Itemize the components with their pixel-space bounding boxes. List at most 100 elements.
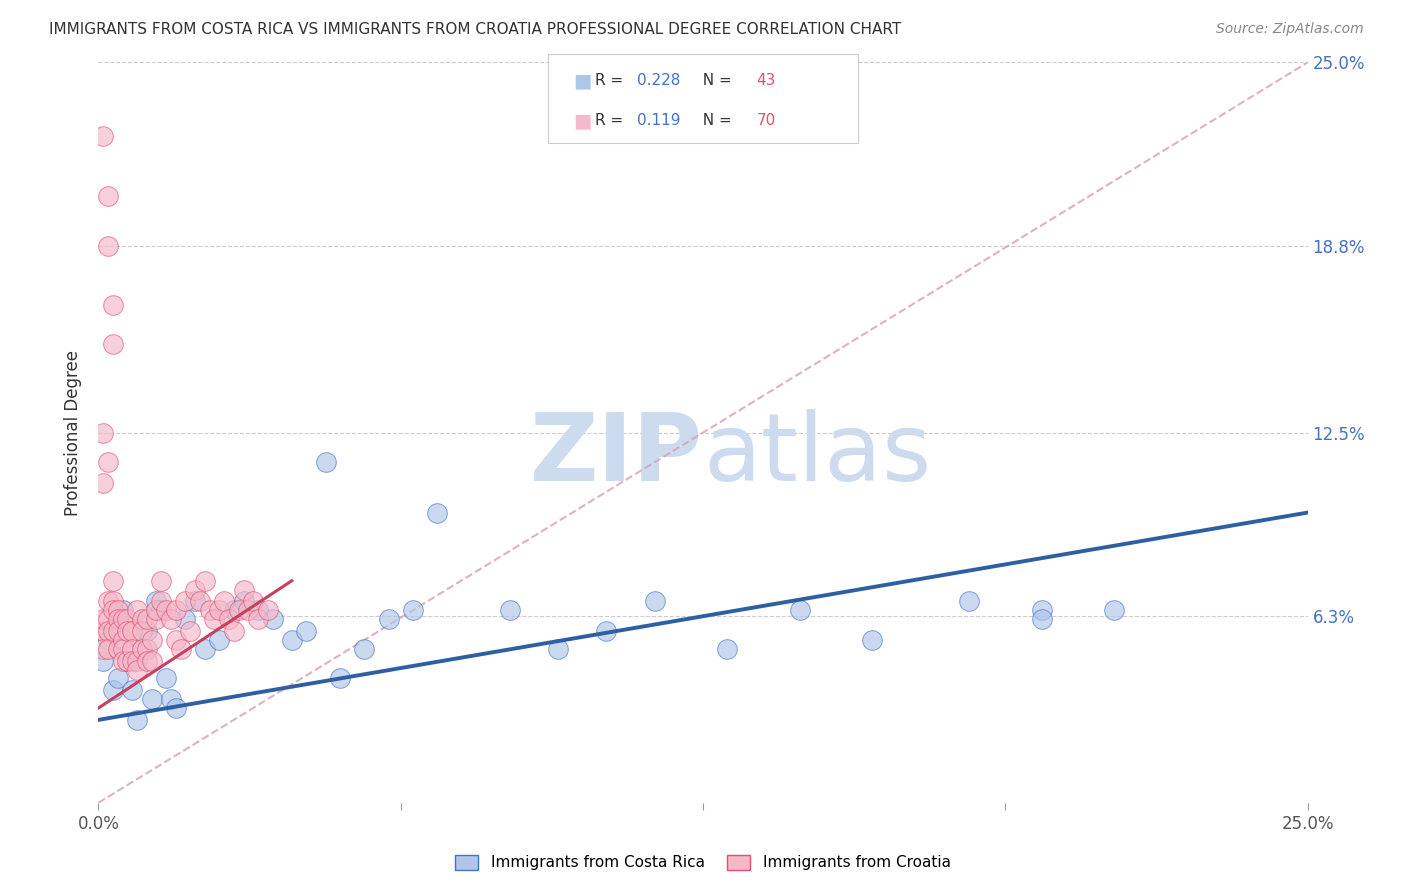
- Point: [97, 624, 120, 638]
- Point: [329, 672, 352, 686]
- Point: [145, 612, 167, 626]
- Text: N =: N =: [693, 113, 737, 128]
- Point: [97, 239, 120, 253]
- Point: [426, 506, 449, 520]
- Point: [131, 612, 153, 626]
- Point: [222, 603, 245, 617]
- Point: [165, 701, 187, 715]
- Text: 0.228: 0.228: [637, 73, 681, 88]
- Point: [111, 632, 134, 647]
- Text: Source: ZipAtlas.com: Source: ZipAtlas.com: [1216, 22, 1364, 37]
- Point: [117, 624, 139, 638]
- Point: [165, 603, 187, 617]
- Point: [91, 612, 114, 626]
- Text: R =: R =: [595, 73, 628, 88]
- Point: [860, 632, 883, 647]
- Point: [232, 582, 254, 597]
- Text: IMMIGRANTS FROM COSTA RICA VS IMMIGRANTS FROM CROATIA PROFESSIONAL DEGREE CORREL: IMMIGRANTS FROM COSTA RICA VS IMMIGRANTS…: [49, 22, 901, 37]
- Point: [141, 692, 163, 706]
- Point: [127, 663, 149, 677]
- Point: [121, 624, 143, 638]
- Point: [184, 582, 207, 597]
- Point: [97, 641, 120, 656]
- Point: [198, 603, 221, 617]
- Point: [135, 612, 157, 626]
- Point: [160, 692, 183, 706]
- Text: 0.119: 0.119: [637, 113, 681, 128]
- Point: [247, 612, 270, 626]
- Point: [208, 632, 231, 647]
- Point: [212, 594, 235, 608]
- Point: [91, 654, 114, 668]
- Point: [111, 603, 134, 617]
- Point: [127, 713, 149, 727]
- Point: [547, 641, 569, 656]
- Text: ■: ■: [574, 112, 592, 130]
- Point: [174, 612, 197, 626]
- Point: [169, 641, 191, 656]
- Point: [957, 594, 980, 608]
- Point: [256, 603, 278, 617]
- Point: [262, 612, 284, 626]
- Point: [97, 188, 120, 202]
- Point: [1031, 612, 1053, 626]
- Point: [242, 594, 264, 608]
- Legend: Immigrants from Costa Rica, Immigrants from Croatia: Immigrants from Costa Rica, Immigrants f…: [450, 848, 956, 877]
- Point: [117, 654, 139, 668]
- Point: [141, 632, 163, 647]
- Point: [131, 624, 153, 638]
- Point: [111, 654, 134, 668]
- Point: [402, 603, 425, 617]
- Point: [97, 594, 120, 608]
- Point: [131, 641, 153, 656]
- Point: [107, 672, 129, 686]
- Point: [145, 603, 167, 617]
- Point: [228, 603, 250, 617]
- Point: [97, 455, 120, 469]
- Point: [218, 612, 240, 626]
- Point: [1102, 603, 1125, 617]
- Point: [498, 603, 520, 617]
- Text: 43: 43: [756, 73, 776, 88]
- Point: [188, 594, 211, 608]
- Point: [150, 603, 173, 617]
- Point: [101, 574, 124, 588]
- Point: [101, 298, 124, 312]
- Point: [91, 425, 114, 440]
- Point: [204, 612, 226, 626]
- Point: [165, 632, 187, 647]
- Point: [247, 603, 270, 617]
- Point: [315, 455, 337, 469]
- Point: [377, 612, 399, 626]
- Point: [121, 654, 143, 668]
- Point: [232, 594, 254, 608]
- Point: [135, 624, 157, 638]
- Point: [111, 641, 134, 656]
- Point: [127, 603, 149, 617]
- Point: [91, 624, 114, 638]
- Point: [238, 603, 260, 617]
- Point: [145, 594, 167, 608]
- Text: 70: 70: [756, 113, 776, 128]
- Text: N =: N =: [693, 73, 737, 88]
- Point: [127, 654, 149, 668]
- Point: [716, 641, 738, 656]
- Text: atlas: atlas: [703, 409, 931, 500]
- Point: [107, 641, 129, 656]
- Point: [91, 475, 114, 490]
- Point: [121, 641, 143, 656]
- Point: [131, 641, 153, 656]
- Point: [194, 574, 217, 588]
- Point: [150, 594, 173, 608]
- Point: [117, 654, 139, 668]
- Point: [595, 624, 617, 638]
- Text: R =: R =: [595, 113, 633, 128]
- Point: [1031, 603, 1053, 617]
- Point: [644, 594, 666, 608]
- Text: ZIP: ZIP: [530, 409, 703, 500]
- Point: [179, 624, 201, 638]
- Point: [107, 612, 129, 626]
- Point: [101, 603, 124, 617]
- Point: [91, 641, 114, 656]
- Point: [789, 603, 811, 617]
